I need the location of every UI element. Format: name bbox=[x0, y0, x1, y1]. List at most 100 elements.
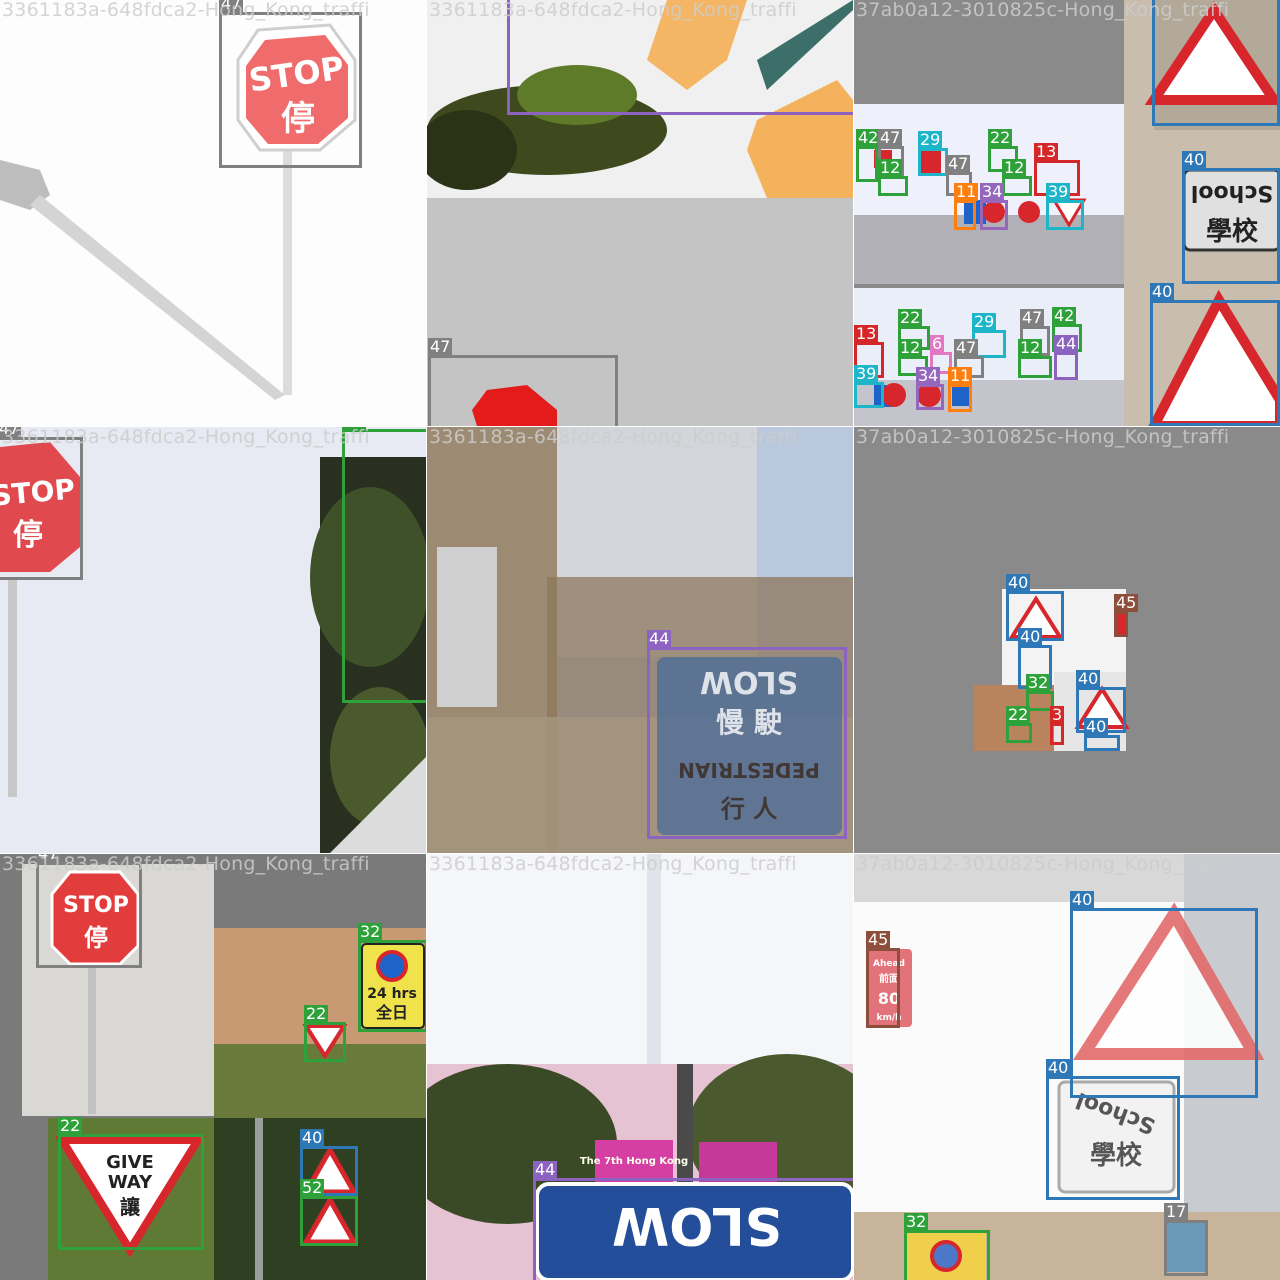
give-way-text-1: GIVE bbox=[106, 1152, 154, 1173]
box-label: 40 bbox=[1084, 717, 1109, 736]
box-label: 40 bbox=[1182, 150, 1207, 169]
stop-sign-rain-scene: STOP 停 bbox=[0, 427, 426, 853]
detection-box: 44 bbox=[1054, 335, 1079, 380]
detection-box: 45 bbox=[1114, 594, 1139, 637]
detection-box: 40 bbox=[1150, 283, 1280, 426]
give-way-collage-scene: STOP 停 24 hrs 全日 GIVE WAY 讓 bbox=[0, 854, 426, 1280]
detection-box: 40 bbox=[1182, 151, 1280, 284]
school-cn-text: 學校 bbox=[1090, 1140, 1143, 1171]
tile-title: 3361183a-648fdca2-Hong_Kong_traffi bbox=[429, 854, 797, 875]
detection-box: 12 bbox=[1002, 159, 1032, 196]
box-label: 47 bbox=[954, 338, 979, 357]
slow-sign-scene: SLOW 慢 駛 PEDESTRIAN 行 人 bbox=[427, 427, 853, 853]
box-label: 44 bbox=[1054, 334, 1079, 353]
detection-box: 40 bbox=[1046, 1059, 1180, 1200]
detection-box: 12 bbox=[898, 339, 928, 376]
box-label: 34 bbox=[980, 182, 1005, 201]
detection-box: 40 bbox=[300, 1129, 358, 1196]
box-label: 13 bbox=[854, 324, 879, 343]
tile-3: School 學校 40 40 42 47 29 22 47 12 12 bbox=[854, 0, 1280, 426]
detection-box: 42 bbox=[1052, 307, 1082, 352]
box-label: 29 bbox=[972, 312, 997, 331]
slow-sign-tree-scene: The 7th Hong Kong SLOW bbox=[427, 854, 853, 1280]
detection-box: 11 bbox=[948, 367, 973, 412]
box-label: 17 bbox=[1164, 1202, 1189, 1221]
box-label: 40 bbox=[1150, 282, 1175, 301]
box-label: 3 bbox=[1050, 705, 1065, 724]
detection-box: 52 bbox=[300, 1179, 358, 1246]
box-label: 39 bbox=[854, 364, 879, 383]
pedestrian-cn-text: 行 人 bbox=[720, 795, 777, 823]
detection-box: 12 bbox=[878, 159, 908, 196]
stop-text: STOP bbox=[63, 893, 129, 918]
blurred-signs-scene bbox=[427, 0, 853, 426]
box-label: 32 bbox=[904, 1212, 929, 1231]
speed-value-text: 80 bbox=[878, 989, 900, 1008]
speed-unit-text: km/h bbox=[876, 1013, 901, 1023]
detection-box: 32 bbox=[358, 923, 426, 1032]
detection-box: 45 bbox=[866, 931, 900, 1028]
tile-1: STOP 停 47 3361183a-648fdca2-Hong_Kong_tr… bbox=[0, 0, 426, 426]
hrs-cn-text: 全日 bbox=[375, 1003, 408, 1022]
detection-box: 22 bbox=[342, 427, 426, 703]
sevenths-text: The 7th Hong Kong bbox=[580, 1156, 688, 1167]
tile-title: 37ab0a12-3010825c-Hong_Kong_traffi bbox=[856, 854, 1230, 875]
detection-box: 34 bbox=[916, 367, 944, 410]
box-label: 22 bbox=[988, 128, 1013, 147]
box-label: 11 bbox=[954, 182, 979, 201]
give-way-cn-text: 讓 bbox=[120, 1195, 141, 1219]
box-label: 32 bbox=[1026, 673, 1051, 692]
tile-title: 3361183a-648fdca2-Hong_Kong_traffi bbox=[2, 0, 370, 21]
stop-cn-text: 停 bbox=[84, 924, 108, 952]
detection-box: 22 bbox=[58, 1117, 204, 1250]
box-label: 47 bbox=[1020, 308, 1045, 327]
box-label: 42 bbox=[856, 128, 881, 147]
tile-5: SLOW 慢 駛 PEDESTRIAN 行 人 44 3361183a-648f… bbox=[427, 427, 853, 853]
school-text: School bbox=[1191, 180, 1273, 205]
tile-2: 47 3361183a-648fdca2-Hong_Kong_traffi bbox=[427, 0, 853, 426]
speed-ahead-text: Ahead bbox=[873, 959, 905, 969]
tile-title: 3361183a-648fdca2-Hong_Kong_traffi bbox=[429, 427, 797, 448]
tile-8: The 7th Hong Kong SLOW 44 3361183a-648fd… bbox=[427, 854, 853, 1280]
detection-box: 13 bbox=[1034, 143, 1080, 196]
tile-4: STOP 停 47 22 3361183a-648fdca2-Hong_Kong… bbox=[0, 427, 426, 853]
detection-box: 22 bbox=[1006, 706, 1032, 743]
stop-cn-text: 停 bbox=[281, 99, 315, 139]
box-label: 12 bbox=[1018, 338, 1043, 357]
box-label: 47 bbox=[946, 154, 971, 173]
box-label: 39 bbox=[1046, 182, 1071, 201]
box-label: 40 bbox=[1046, 1058, 1071, 1077]
box-label: 44 bbox=[533, 1160, 558, 1179]
box-label: 47 bbox=[0, 427, 22, 438]
box-label: 44 bbox=[647, 629, 672, 648]
box-label: 22 bbox=[1006, 705, 1031, 724]
detection-box: 3 bbox=[1050, 706, 1065, 745]
speed-ahead-cn-text: 前面 bbox=[879, 972, 899, 985]
box-label: 11 bbox=[948, 366, 973, 385]
box-label: 12 bbox=[1002, 158, 1027, 177]
slow-cn-text: 慢 駛 bbox=[716, 706, 783, 739]
box-label: 52 bbox=[300, 1178, 325, 1197]
slow-text: SLOW bbox=[612, 1195, 782, 1255]
tile-title: 3361183a-648fdca2-Hong_Kong_traffi bbox=[2, 427, 370, 448]
box-label: 29 bbox=[918, 130, 943, 149]
box-label: 22 bbox=[304, 1004, 329, 1023]
give-way-text-2: WAY bbox=[108, 1172, 153, 1193]
detection-box: 32 bbox=[904, 1213, 990, 1280]
box-label: 12 bbox=[878, 158, 903, 177]
detection-box: 47 bbox=[954, 339, 984, 378]
tile-title: 37ab0a12-3010825c-Hong_Kong_traffi bbox=[856, 427, 1230, 448]
school-cn-text: 學校 bbox=[1206, 216, 1259, 247]
box-label: 32 bbox=[358, 922, 383, 941]
stop-cn-text: 停 bbox=[13, 518, 43, 553]
box-label: 45 bbox=[1114, 593, 1139, 612]
detection-box: 47 bbox=[428, 338, 618, 426]
detection-box: 22 bbox=[304, 1005, 346, 1062]
detection-box: 39 bbox=[854, 365, 884, 408]
detection-box bbox=[1152, 0, 1280, 126]
detection-box: 44 bbox=[647, 630, 847, 839]
detection-box: 40 bbox=[1070, 891, 1258, 1098]
box-label: 6 bbox=[930, 334, 945, 353]
box-label: 45 bbox=[866, 930, 891, 949]
